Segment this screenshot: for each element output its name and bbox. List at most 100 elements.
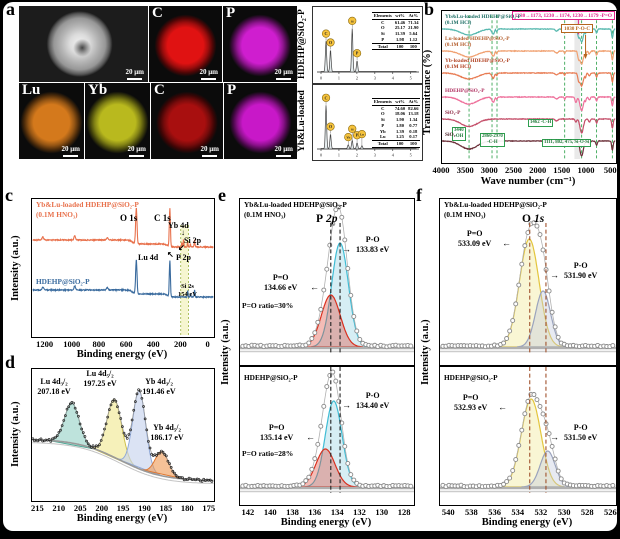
left-arrow-icon xyxy=(310,283,319,292)
eds-table-cell: Si xyxy=(380,117,385,123)
x-tick: 200 xyxy=(95,503,109,513)
eds-table-cell: 18.06 xyxy=(394,111,406,117)
scale-bar-label: 20 μm xyxy=(200,145,219,154)
lu-yb-4d-plot: Lu 4d₃/₂ 207.18 eV Lu 4d₅/₂ 197.25 eV Yb… xyxy=(31,368,215,502)
eds-table-cell: 1.80 xyxy=(395,122,404,128)
o1s-top-po-label: P-O 531.90 eV xyxy=(564,261,597,282)
eds-table: Elements wt% At% C 74.60 82.66 O 18.06 13.18 Si 1.… xyxy=(372,98,420,148)
sem-image: 20 μm xyxy=(19,6,148,82)
scale-bar: 20 μm xyxy=(127,145,146,157)
map-element-label: C xyxy=(152,6,163,21)
eds-table-cell: 13.18 xyxy=(408,111,419,117)
row-label-bottom: Yb&Lu-loaded xyxy=(297,90,307,152)
ftir-series-label: SiO₂-P xyxy=(445,110,461,116)
element-map-c-1: C 20 μm xyxy=(149,6,222,82)
xps-survey-plot: Yb&Lu-loaded HDEHP@SiO₂-P (0.1M HNO₃) O … xyxy=(31,198,215,338)
o1s-orbital: 1s xyxy=(533,213,545,225)
ftir-curve xyxy=(442,95,616,112)
o1s-y-axis-label: Intensity (a.u.) xyxy=(420,319,431,385)
element-maps-grid: 20 μm C 20 μm P 20 μm Lu 20 μm Yb 20 μm C 20 μm P 20… xyxy=(19,6,297,163)
map-element-label: Lu xyxy=(22,83,41,98)
x-tick: 1000 xyxy=(577,165,595,175)
scale-bar: 20 μm xyxy=(200,145,219,157)
x-tick: 600 xyxy=(119,339,133,349)
o1s-bottom-sample: HDEHP@SiO₂-P xyxy=(444,373,498,382)
p2p-bottom-pdo-label: P=O 135.14 eV xyxy=(260,423,293,444)
survey-x-ticks: 1200 1000 800 600 400 200 0 xyxy=(31,339,213,349)
ftir-siosi-annotation: 1111, 802, 475, Si-O-Si xyxy=(542,139,592,148)
right-arrow-icon xyxy=(550,433,559,442)
scale-bar-line xyxy=(202,155,218,157)
p2p-element: P xyxy=(316,213,324,225)
eds-table-cell: 1.90 xyxy=(395,117,404,123)
eds-table-header: At% xyxy=(406,98,420,106)
panel-d-letter: d xyxy=(5,352,16,372)
svg-text:2: 2 xyxy=(356,153,358,158)
svg-text:5: 5 xyxy=(410,76,412,81)
p2p-top-ratio: P=O ratio=30% xyxy=(242,301,294,310)
element-map-p-6: P 20 μm xyxy=(224,83,297,159)
svg-text:Yb: Yb xyxy=(346,136,350,140)
eds-table-cell: O xyxy=(380,25,385,31)
eds-table-cell: Total xyxy=(372,140,394,148)
x-tick: 180 xyxy=(180,503,194,513)
survey-yb4d-label: Yb 4d xyxy=(168,221,189,230)
svg-text:0: 0 xyxy=(320,153,322,158)
p2p-top-pdo-label: P=O 134.66 eV xyxy=(264,273,297,294)
eds-table: Elements wt% At% C 61.46 71.34 O 25.17 21.90 Si 11… xyxy=(372,12,420,51)
p2p-top-po-label: P-O 133.83 eV xyxy=(356,235,389,256)
eds-spectrum-bottom: 0 1 2 3 4 5 C O Yb Si P Lu Elements wt% At% C 74.60 82.66… xyxy=(312,84,423,161)
x-tick: 195 xyxy=(116,503,130,513)
element-map-lu-3: Lu 20 μm xyxy=(19,83,84,159)
eds-table-cell: 100 xyxy=(406,140,420,148)
x-tick: 1500 xyxy=(553,165,571,175)
survey-sample2-name: HDEHP@SiO₂-P xyxy=(36,277,90,286)
po-name: P-O xyxy=(365,235,380,244)
svg-text:1: 1 xyxy=(338,153,340,158)
o1s-x-ticks: 540 538 536 534 532 530 528 526 xyxy=(439,507,617,517)
eds-table-header: wt% xyxy=(393,12,407,20)
p2p-x-ticks: 142 140 138 136 134 132 130 128 xyxy=(239,507,413,517)
p2p-bottom-ratio: P=O ratio=28% xyxy=(242,449,294,458)
svg-text:3: 3 xyxy=(374,76,376,81)
survey-sample1-acid: (0.1M HNO₃) xyxy=(36,210,78,220)
lu4d52-name: Lu 4d₅/₂ xyxy=(86,369,114,378)
panel-b-letter: b xyxy=(424,2,435,19)
eds-table-cell: 0.18 xyxy=(409,128,418,134)
eds-table-cell: P xyxy=(381,36,385,42)
row-label-top: HDEHP@SiO₂-P xyxy=(297,9,307,80)
panel-e-letter: e xyxy=(218,185,226,205)
right-arrow-icon xyxy=(550,271,559,280)
pdo-be: 533.09 eV xyxy=(458,239,492,249)
x-tick: 538 xyxy=(465,507,478,517)
ftir-peak-shift-annotation: 1230→1173, 1230→1174, 1230→1179 -P=O xyxy=(511,11,615,20)
ftir-series-label: Yb&Lu-loaded HDEHP@SiO₂-P (0.1M HCl) xyxy=(445,14,521,27)
survey-sample2-label: HDEHP@SiO₂-P xyxy=(36,277,90,287)
po-name: P-O xyxy=(573,261,588,270)
o1s-region-label: O 1s xyxy=(522,213,544,225)
eds-table-header: Elements xyxy=(372,12,394,20)
left-arrow-icon xyxy=(498,403,507,412)
ftir-series-label: Lu-loaded HDEHP@SiO₂-P (0.1M HCl) xyxy=(445,36,510,49)
x-tick: 134 xyxy=(330,507,344,517)
eds-table-header: Elements xyxy=(372,98,394,106)
p2p-bottom-title: HDEHP@SiO₂-P xyxy=(244,373,298,383)
survey-si2s-label: Si 2s 154 eV xyxy=(178,283,197,299)
eds-table-cell: 1.39 xyxy=(395,128,404,134)
p2p-orbital: 2p xyxy=(326,213,338,225)
scale-bar-line xyxy=(276,78,292,80)
pdo-name: P=O xyxy=(268,423,285,432)
o1s-element: O xyxy=(522,213,531,225)
x-tick: 140 xyxy=(263,507,277,517)
po-be: 133.83 eV xyxy=(356,245,390,255)
p2p-bottom-curves xyxy=(240,367,414,493)
survey-si2p-label: Si 2p xyxy=(184,236,202,245)
4d-x-axis-label: Binding energy (eV) xyxy=(76,513,168,524)
x-tick: 136 xyxy=(308,507,322,517)
svg-text:O: O xyxy=(329,124,333,129)
4d-x-ticks: 215 210 205 200 195 190 185 180 175 xyxy=(31,503,215,513)
lu4d32-peak-label: Lu 4d₃/₂ 207.18 eV xyxy=(32,377,76,398)
eds-table-header: At% xyxy=(406,12,420,20)
